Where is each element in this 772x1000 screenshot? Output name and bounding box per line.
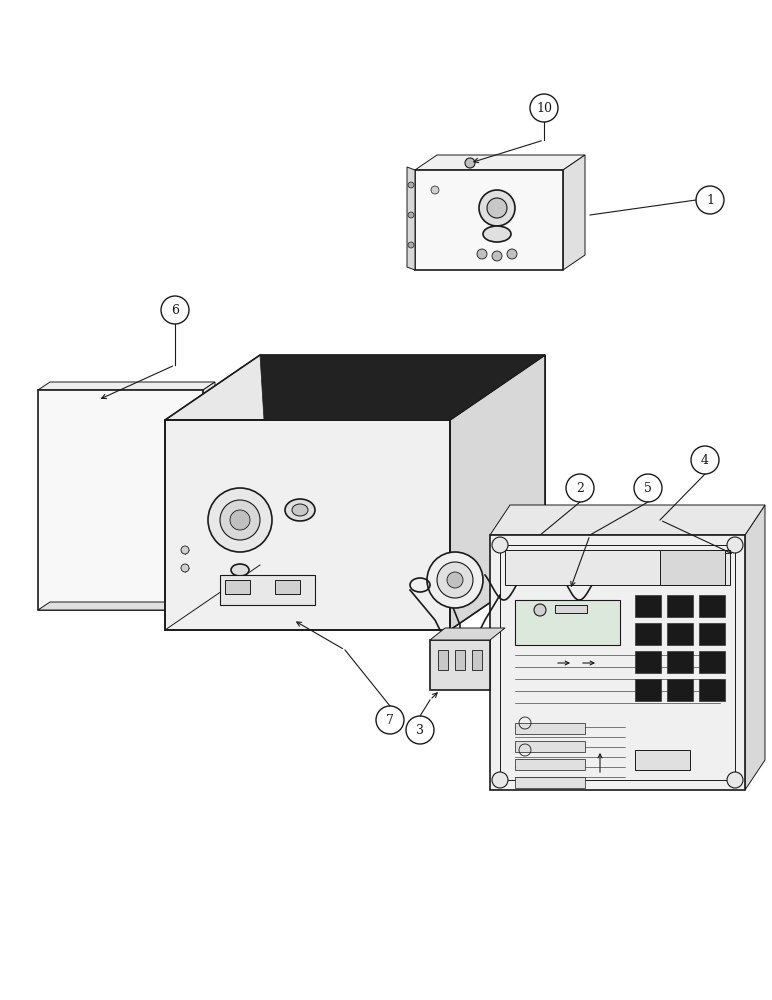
Circle shape (431, 186, 439, 194)
Bar (635, 595, 661, 617)
Polygon shape (38, 390, 203, 610)
Text: 4: 4 (701, 454, 709, 466)
Polygon shape (563, 155, 585, 270)
Circle shape (408, 182, 414, 188)
Circle shape (437, 562, 473, 598)
Text: 6: 6 (171, 304, 179, 316)
Circle shape (230, 510, 250, 530)
Text: 10: 10 (536, 102, 552, 114)
Bar (515, 723, 585, 734)
Circle shape (220, 500, 260, 540)
Polygon shape (260, 355, 545, 565)
Circle shape (492, 772, 508, 788)
Polygon shape (407, 167, 415, 270)
Bar (515, 759, 585, 770)
Bar (635, 651, 661, 673)
Bar (220, 575, 315, 605)
Polygon shape (203, 382, 215, 610)
Ellipse shape (292, 504, 308, 516)
Bar (225, 580, 250, 594)
Bar (455, 650, 465, 670)
Bar (438, 650, 448, 670)
Text: 3: 3 (416, 724, 424, 736)
Bar (515, 600, 620, 645)
Polygon shape (430, 640, 490, 690)
Circle shape (465, 158, 475, 168)
Text: 7: 7 (386, 714, 394, 726)
Polygon shape (165, 420, 450, 630)
Bar (699, 679, 725, 701)
Ellipse shape (285, 499, 315, 521)
Polygon shape (745, 505, 765, 790)
Circle shape (487, 198, 507, 218)
Circle shape (597, 569, 609, 581)
Ellipse shape (483, 226, 511, 242)
Circle shape (208, 488, 272, 552)
Bar (275, 580, 300, 594)
Polygon shape (430, 628, 505, 640)
Circle shape (727, 772, 743, 788)
Polygon shape (38, 602, 215, 610)
Bar (667, 651, 693, 673)
Text: 5: 5 (644, 482, 652, 494)
Circle shape (181, 546, 189, 554)
Text: 2: 2 (576, 482, 584, 494)
Bar (515, 777, 585, 788)
Bar (555, 605, 587, 613)
Circle shape (727, 537, 743, 553)
Bar (505, 550, 730, 585)
Circle shape (479, 190, 515, 226)
Bar (635, 679, 661, 701)
Bar (667, 623, 693, 645)
Circle shape (492, 537, 508, 553)
Polygon shape (38, 382, 215, 390)
Polygon shape (490, 505, 765, 535)
Text: 1: 1 (706, 194, 714, 207)
Bar (667, 595, 693, 617)
Bar (472, 650, 482, 670)
Circle shape (427, 552, 483, 608)
Polygon shape (415, 170, 563, 270)
Circle shape (492, 251, 502, 261)
Bar (699, 623, 725, 645)
Bar (699, 595, 725, 617)
Polygon shape (260, 355, 545, 420)
Bar (699, 651, 725, 673)
Polygon shape (165, 355, 545, 420)
Circle shape (507, 249, 517, 259)
Circle shape (477, 249, 487, 259)
Circle shape (408, 212, 414, 218)
Ellipse shape (231, 564, 249, 576)
Bar (660, 550, 725, 585)
Circle shape (408, 242, 414, 248)
Circle shape (447, 572, 463, 588)
Circle shape (534, 604, 546, 616)
Circle shape (181, 564, 189, 572)
Bar (667, 679, 693, 701)
Bar (635, 623, 661, 645)
Bar (515, 741, 585, 752)
Polygon shape (490, 535, 745, 790)
Polygon shape (450, 355, 545, 630)
Bar (635, 750, 690, 770)
Polygon shape (415, 155, 585, 170)
